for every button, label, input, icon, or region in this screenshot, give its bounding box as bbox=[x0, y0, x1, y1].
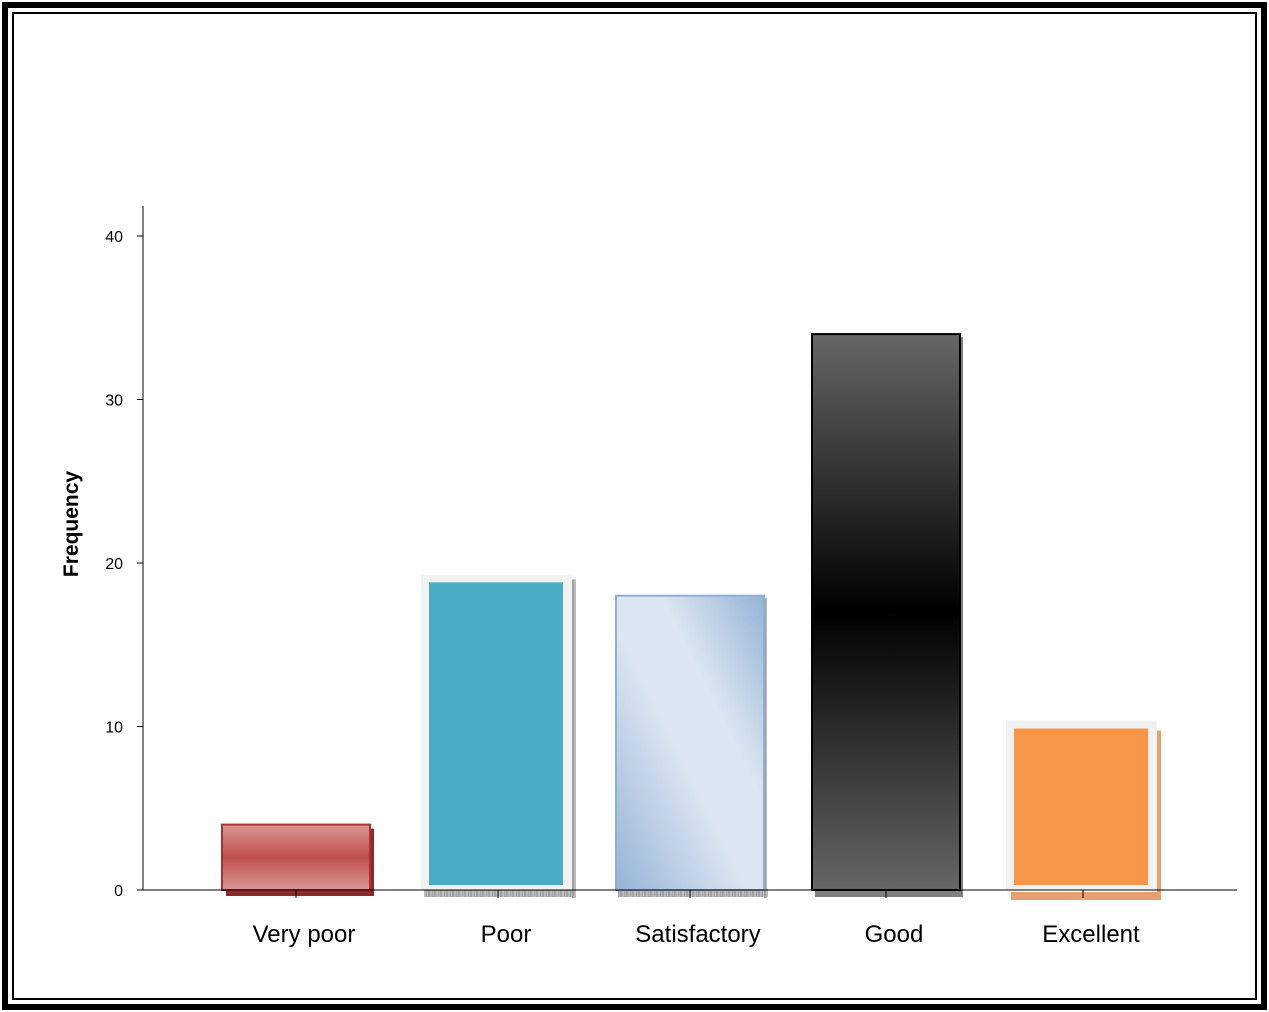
bar-poor bbox=[421, 575, 576, 898]
bar-very-poor bbox=[221, 823, 374, 896]
bar-mark bbox=[1014, 728, 1148, 885]
y-tick-label: 10 bbox=[105, 720, 123, 737]
bar-good bbox=[811, 333, 963, 898]
x-axis-ticks: Very poor Poor Satisfactory Good Excellent bbox=[253, 890, 1140, 948]
bars bbox=[221, 333, 1161, 900]
y-tick-label: 40 bbox=[105, 229, 123, 246]
bar-mark bbox=[221, 823, 371, 891]
y-tick-label: 20 bbox=[105, 556, 123, 573]
bar-satisfactory bbox=[615, 594, 768, 898]
y-axis-title: Frequency bbox=[60, 471, 83, 578]
x-tick-label: Satisfactory bbox=[635, 921, 760, 948]
y-axis-ticks: 0 10 20 30 40 bbox=[105, 229, 143, 900]
bar-excellent bbox=[1006, 720, 1161, 900]
bar-mark bbox=[429, 582, 563, 885]
x-tick-label: Very poor bbox=[253, 921, 356, 948]
y-tick-label: 0 bbox=[114, 883, 123, 900]
bar-mark bbox=[615, 594, 765, 891]
x-tick-label: Poor bbox=[481, 921, 532, 948]
chart-inner-border bbox=[12, 12, 1257, 1000]
x-tick-label: Excellent bbox=[1042, 921, 1140, 948]
bar-mark bbox=[811, 333, 961, 892]
y-tick-label: 30 bbox=[105, 393, 123, 410]
x-tick-label: Good bbox=[865, 921, 924, 948]
